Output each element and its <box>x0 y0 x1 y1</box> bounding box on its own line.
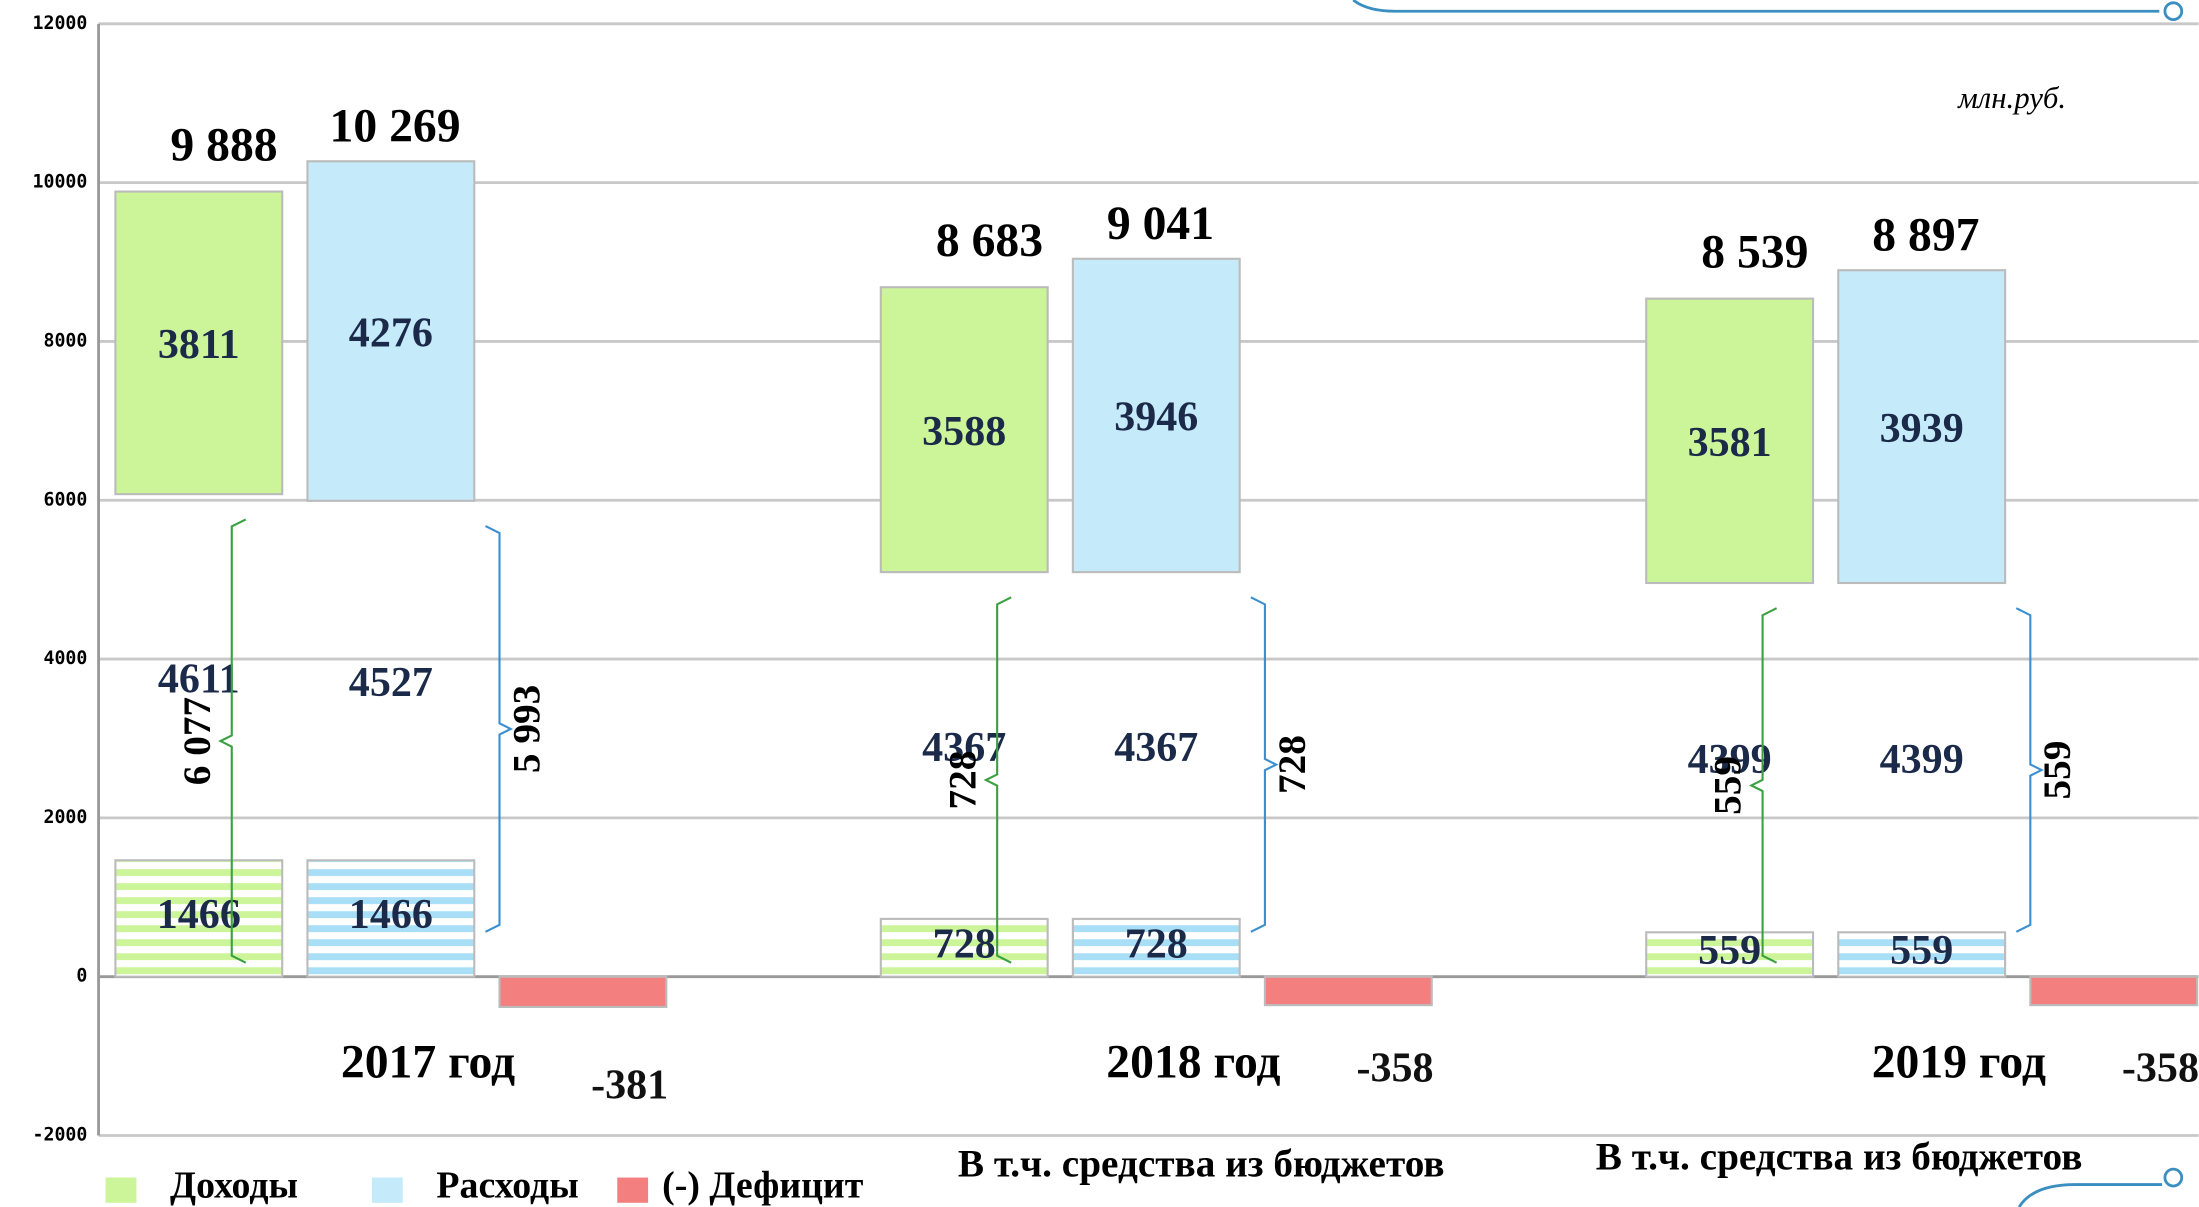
category-label: 2019 год <box>1872 1036 2046 1088</box>
y-tick-label: 4000 <box>43 648 87 669</box>
bracket-label: 728 <box>1271 735 1314 794</box>
bar-segment <box>1645 297 1815 585</box>
decoration <box>1352 0 2160 13</box>
total-label: 9 041 <box>1107 198 1214 250</box>
bar-segment <box>879 286 1049 574</box>
category-label: 2017 год <box>341 1036 515 1088</box>
deficit-label: -358 <box>1357 1046 1434 1092</box>
legend-label: (-) Дефицит <box>662 1164 864 1206</box>
decoration <box>2163 1167 2184 1188</box>
segment-label: 4399 <box>1688 737 1772 783</box>
bar-segment <box>879 917 1049 978</box>
bar-segment <box>1837 269 2007 585</box>
bar-segment <box>114 190 284 496</box>
legend-label: Доходы <box>170 1164 298 1206</box>
bar-segment <box>306 859 476 978</box>
bar-segment <box>114 859 284 978</box>
segment-label: 3946 <box>1114 395 1198 441</box>
segment-label: 559 <box>1890 928 1953 974</box>
y-tick-label: 12000 <box>33 13 88 34</box>
deficit-label: -381 <box>591 1062 668 1108</box>
segment-label: 4367 <box>1114 725 1198 771</box>
segment-label: 3588 <box>922 409 1006 455</box>
bracket-label: 5 993 <box>505 685 548 773</box>
legend-label: Расходы <box>436 1164 578 1206</box>
segment-label: 4276 <box>349 310 433 356</box>
y-tick-label: 6000 <box>43 489 87 510</box>
bar-segment <box>498 975 668 1008</box>
segment-label: 3811 <box>158 322 240 368</box>
bracket-label: 559 <box>2036 741 2079 800</box>
bracket <box>485 525 514 933</box>
bracket <box>983 596 1012 964</box>
segment-label: 1466 <box>157 892 241 938</box>
bar-segment <box>1263 975 1433 1007</box>
total-label: 8 897 <box>1872 209 1979 261</box>
segment-label: 4527 <box>349 660 433 706</box>
bar-segment <box>306 160 476 502</box>
y-tick-label: 8000 <box>43 330 87 351</box>
segment-label: 559 <box>1698 928 1761 974</box>
segment-label: 4367 <box>922 725 1006 771</box>
y-tick-label: 10000 <box>33 172 88 193</box>
category-label: 2018 год <box>1106 1036 1280 1088</box>
segment-label: 3939 <box>1880 406 1964 452</box>
decoration <box>2163 1 2184 22</box>
bracket <box>218 518 247 964</box>
legend-swatch <box>105 1177 137 1203</box>
bracket-label: 6 077 <box>176 697 219 785</box>
bar-segment <box>1071 917 1241 978</box>
annotation: В т.ч. средства из бюджетов <box>958 1143 1445 1186</box>
total-label: 8 539 <box>1701 227 1808 279</box>
bracket <box>1749 607 1778 964</box>
y-tick-label: -2000 <box>33 1125 88 1146</box>
bracket-label: 728 <box>941 751 984 810</box>
segment-label: 3581 <box>1688 420 1772 466</box>
y-tick-label: 0 <box>76 966 87 987</box>
segment-label: 728 <box>1125 921 1188 967</box>
bracket-label: 559 <box>1707 756 1750 815</box>
unit-label: млн.руб. <box>1957 81 2066 115</box>
bracket <box>1250 596 1279 933</box>
legend-swatch <box>371 1177 403 1203</box>
bar-segment <box>1071 257 1241 574</box>
total-label: 10 269 <box>330 100 461 152</box>
segment-label: 4399 <box>1880 737 1964 783</box>
bar-segment <box>2029 975 2199 1007</box>
total-label: 9 888 <box>170 119 277 171</box>
segment-label: 1466 <box>349 892 433 938</box>
deficit-label: -358 <box>2122 1046 2199 1092</box>
segment-label: 4611 <box>158 656 240 702</box>
y-tick-label: 2000 <box>43 807 87 828</box>
bracket <box>2015 607 2044 933</box>
total-label: 8 683 <box>936 215 1043 267</box>
annotation: В т.ч. средства из бюджетов <box>1596 1136 2083 1179</box>
bar-segment <box>1645 931 1815 978</box>
segment-label: 728 <box>933 921 996 967</box>
legend-swatch <box>617 1177 649 1203</box>
bar-segment <box>1837 931 2007 978</box>
decoration <box>2017 1183 2163 1207</box>
